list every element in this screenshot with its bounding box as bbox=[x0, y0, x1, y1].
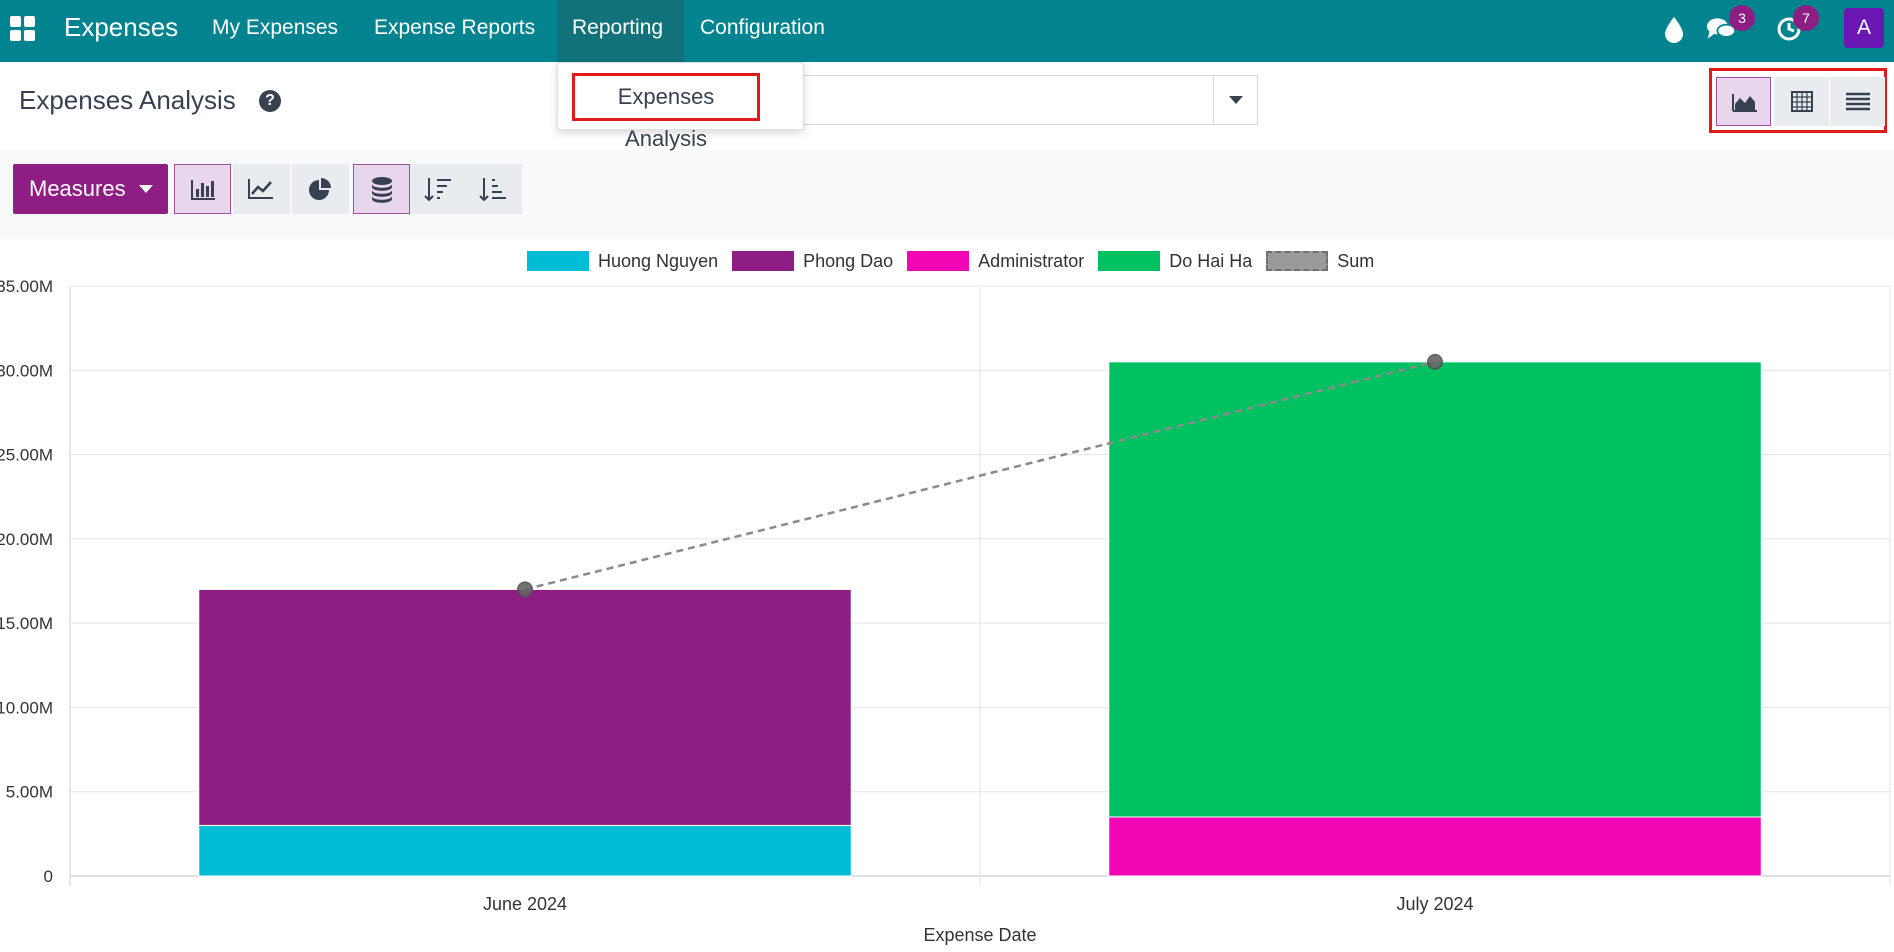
legend-label: Administrator bbox=[978, 250, 1085, 271]
x-tick-label: July 2024 bbox=[1396, 894, 1473, 914]
y-tick-label: 20.00M bbox=[0, 530, 53, 549]
legend-item-do-hai-ha[interactable]: Do Hai Ha bbox=[1098, 251, 1252, 272]
legend-label: Do Hai Ha bbox=[1169, 250, 1253, 271]
pivot-table-icon bbox=[1791, 91, 1813, 112]
app-name[interactable]: Expenses bbox=[64, 12, 179, 42]
sum-point bbox=[517, 581, 533, 598]
sort-ascending-icon bbox=[479, 178, 506, 202]
x-tick-label: June 2024 bbox=[483, 894, 567, 914]
measures-button[interactable]: Measures bbox=[13, 164, 168, 214]
sort-ascending-button[interactable] bbox=[465, 164, 522, 214]
top-navbar: Expenses My Expenses Expense Reports Rep… bbox=[0, 0, 1894, 62]
sum-point bbox=[1427, 353, 1443, 370]
menu-expense-reports[interactable]: Expense Reports bbox=[374, 16, 536, 39]
y-tick-label: 35.00M bbox=[0, 277, 53, 296]
measures-label: Measures bbox=[29, 176, 126, 201]
legend-label: Phong Dao bbox=[803, 250, 894, 271]
chart-legend: Huong Nguyen Phong Dao Administrator Do … bbox=[527, 248, 1374, 274]
y-tick-label: 10.00M bbox=[0, 698, 53, 717]
search-options-toggle[interactable] bbox=[1213, 75, 1258, 125]
bar-do-hai-ha bbox=[1108, 361, 1762, 818]
y-tick-label: 25.00M bbox=[0, 446, 53, 465]
search-input[interactable] bbox=[800, 75, 1258, 125]
pie-chart-icon bbox=[309, 178, 331, 200]
reporting-dropdown: Expenses Analysis bbox=[557, 62, 804, 151]
view-switcher bbox=[1709, 68, 1887, 133]
legend-swatch bbox=[1098, 251, 1161, 271]
user-avatar[interactable]: A bbox=[1844, 8, 1884, 48]
bar-administrator bbox=[1108, 816, 1762, 877]
menu-configuration[interactable]: Configuration bbox=[700, 16, 825, 39]
menu-reporting[interactable]: Reporting bbox=[557, 0, 684, 62]
y-tick-label: 30.00M bbox=[0, 361, 53, 380]
area-chart-icon bbox=[1732, 94, 1757, 112]
pivot-view-button[interactable] bbox=[1774, 77, 1829, 126]
x-axis-label: Expense Date bbox=[923, 925, 1036, 945]
legend-label: Huong Nguyen bbox=[598, 250, 719, 271]
caret-down-icon bbox=[139, 185, 153, 193]
expenses-bar-chart: 0 5.00M 10.00M 15.00M 20.00M 25.00M 30.00M 35.0… bbox=[0, 277, 1891, 945]
pie-chart-button[interactable] bbox=[292, 164, 349, 214]
sum-line bbox=[524, 360, 1436, 591]
legend-swatch bbox=[1266, 251, 1329, 271]
droplet-icon[interactable] bbox=[1659, 14, 1689, 44]
list-icon bbox=[1846, 92, 1870, 111]
bar-phong-dao bbox=[198, 588, 852, 826]
caret-down-icon bbox=[1229, 96, 1243, 104]
y-tick-label: 0 bbox=[44, 867, 53, 886]
bar-chart-icon bbox=[191, 180, 215, 200]
bar-chart-button[interactable] bbox=[174, 164, 231, 214]
legend-item-administrator[interactable]: Administrator bbox=[907, 251, 1084, 272]
legend-swatch bbox=[732, 251, 795, 271]
legend-swatch bbox=[527, 251, 589, 271]
help-icon[interactable]: ? bbox=[259, 90, 281, 112]
page-title: Expenses Analysis bbox=[19, 85, 236, 115]
activities-badge: 7 bbox=[1793, 5, 1819, 31]
line-chart-icon bbox=[248, 179, 273, 199]
y-tick-label: 15.00M bbox=[0, 614, 53, 633]
bar-huong-nguyen bbox=[198, 824, 852, 877]
database-stack-icon bbox=[372, 177, 392, 203]
list-view-button[interactable] bbox=[1830, 77, 1885, 126]
y-tick-label: 5.00M bbox=[6, 783, 53, 802]
legend-item-phong-dao[interactable]: Phong Dao bbox=[732, 251, 893, 272]
apps-menu-icon[interactable] bbox=[10, 16, 38, 44]
legend-label: Sum bbox=[1337, 250, 1375, 271]
messages-icon[interactable] bbox=[1706, 14, 1736, 44]
messages-badge: 3 bbox=[1729, 5, 1755, 31]
dropdown-item-expenses-analysis[interactable]: Expenses Analysis bbox=[572, 73, 760, 151]
graph-view-button[interactable] bbox=[1716, 77, 1771, 126]
sort-descending-icon bbox=[424, 178, 451, 202]
line-chart-button[interactable] bbox=[233, 164, 290, 214]
stacked-button[interactable] bbox=[353, 164, 410, 214]
sort-descending-button[interactable] bbox=[410, 164, 467, 214]
legend-item-huong-nguyen[interactable]: Huong Nguyen bbox=[527, 251, 718, 272]
legend-swatch bbox=[907, 251, 970, 271]
legend-item-sum[interactable]: Sum bbox=[1266, 251, 1374, 272]
menu-my-expenses[interactable]: My Expenses bbox=[212, 16, 339, 39]
